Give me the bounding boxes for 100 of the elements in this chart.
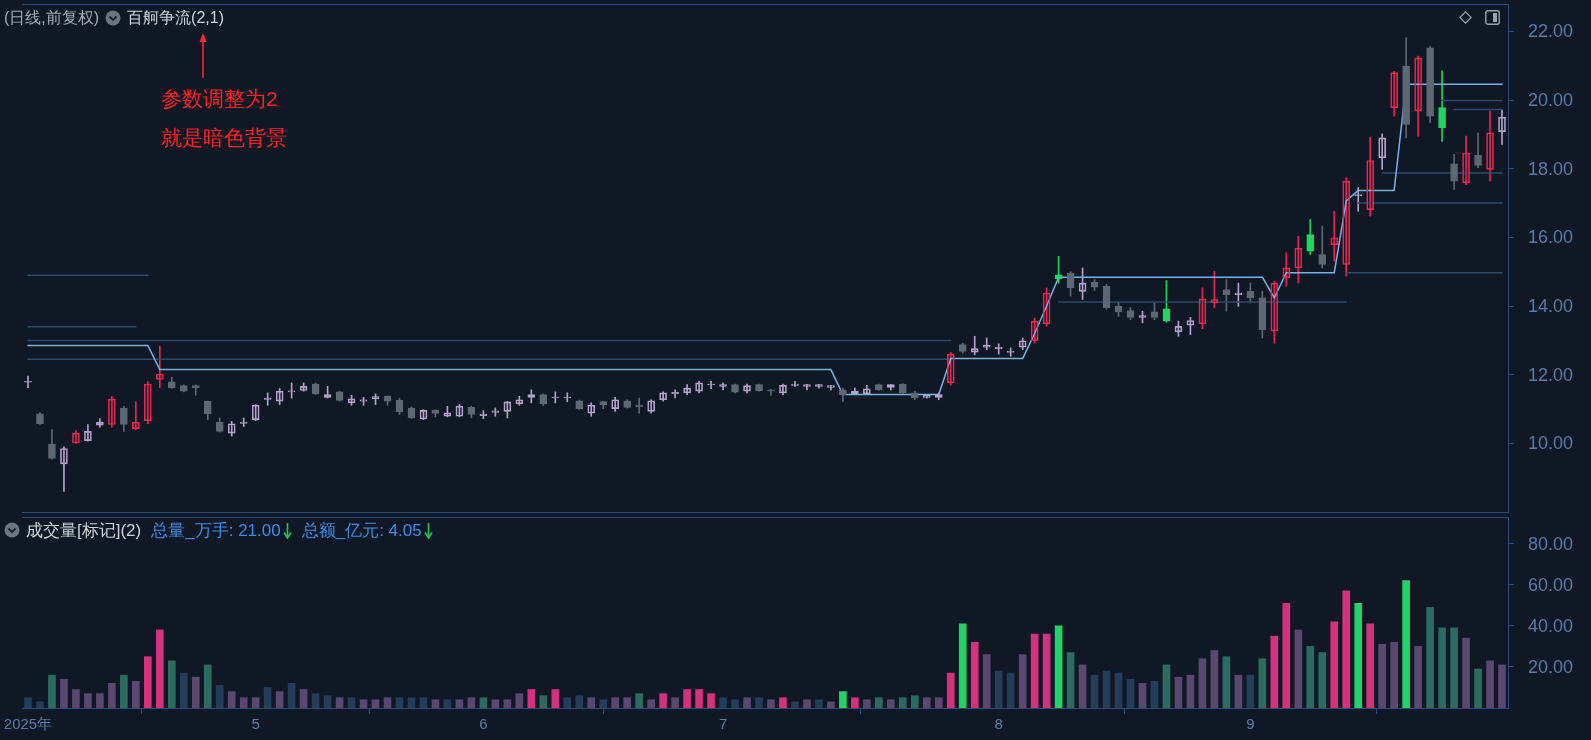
bar bbox=[827, 701, 835, 708]
bar bbox=[767, 699, 775, 708]
bar bbox=[1414, 646, 1422, 708]
bar bbox=[479, 697, 488, 708]
bar bbox=[551, 689, 560, 708]
bar bbox=[755, 697, 763, 708]
bar bbox=[1474, 668, 1482, 708]
x-tick-label: 8 bbox=[994, 715, 1003, 733]
bar bbox=[239, 697, 248, 708]
bar bbox=[1102, 670, 1111, 708]
x-tick-label: 7 bbox=[718, 715, 728, 733]
bar bbox=[395, 697, 404, 708]
bar bbox=[743, 697, 751, 708]
bar bbox=[1378, 644, 1386, 708]
bar bbox=[1342, 590, 1351, 708]
bar bbox=[1402, 580, 1410, 708]
bar bbox=[875, 697, 883, 708]
bar bbox=[1294, 629, 1303, 708]
bar bbox=[1462, 637, 1470, 708]
bar bbox=[1330, 621, 1339, 708]
bar bbox=[815, 699, 823, 708]
chart-title: (日线,前复权) bbox=[4, 7, 100, 28]
bar bbox=[144, 656, 152, 708]
bar bbox=[1186, 674, 1195, 708]
bar bbox=[527, 689, 536, 708]
bar bbox=[791, 701, 799, 708]
bar bbox=[1426, 607, 1434, 708]
annotation: 就是暗色背景 bbox=[161, 125, 288, 149]
y-tick-label: 10.00 bbox=[1528, 433, 1574, 454]
candlestick bbox=[994, 343, 1003, 355]
bar bbox=[299, 689, 308, 708]
annotation: 参数调整为2 bbox=[161, 86, 278, 110]
bar bbox=[623, 697, 632, 708]
bar bbox=[1354, 602, 1363, 708]
x-tick-label: 5 bbox=[251, 715, 260, 733]
bar bbox=[503, 699, 512, 708]
bar bbox=[731, 699, 739, 708]
bar bbox=[863, 699, 871, 708]
bar bbox=[407, 697, 416, 708]
bar bbox=[539, 695, 548, 708]
bar bbox=[383, 697, 392, 708]
bar bbox=[1030, 633, 1039, 708]
bar bbox=[263, 687, 272, 708]
bar bbox=[1270, 635, 1279, 708]
bar bbox=[60, 678, 68, 708]
bar bbox=[910, 695, 919, 708]
bar bbox=[311, 693, 320, 708]
bar bbox=[1210, 650, 1219, 708]
bar bbox=[803, 699, 811, 708]
bar bbox=[1042, 633, 1051, 708]
bar bbox=[1306, 646, 1315, 708]
bar bbox=[1450, 627, 1458, 708]
bar bbox=[48, 674, 56, 708]
bar bbox=[323, 695, 332, 708]
bar bbox=[575, 695, 584, 708]
x-tick-label: 2025年 bbox=[3, 715, 53, 733]
bar bbox=[587, 697, 596, 708]
bar bbox=[419, 697, 428, 708]
bar bbox=[443, 699, 452, 708]
bar bbox=[779, 697, 787, 708]
bar bbox=[946, 672, 955, 708]
y-tick-label: 22.00 bbox=[1528, 21, 1574, 42]
bar bbox=[287, 683, 296, 708]
bar bbox=[1054, 625, 1063, 708]
bar bbox=[1018, 654, 1027, 708]
bar bbox=[431, 699, 440, 708]
bar bbox=[251, 697, 260, 708]
bar bbox=[24, 697, 32, 708]
bar bbox=[1114, 672, 1123, 708]
bar bbox=[359, 699, 368, 708]
bar bbox=[1246, 674, 1255, 708]
bar bbox=[1390, 641, 1398, 708]
bar bbox=[1318, 652, 1327, 708]
bar bbox=[347, 697, 356, 708]
y-tick-label: 16.00 bbox=[1528, 227, 1574, 248]
bar bbox=[1438, 627, 1446, 708]
y-tick-label: 12.00 bbox=[1528, 364, 1574, 385]
bar bbox=[695, 689, 703, 708]
annotation: 总量_万手: 21.00 bbox=[151, 519, 281, 542]
bar bbox=[1498, 664, 1506, 708]
bar bbox=[1366, 623, 1375, 708]
bar bbox=[1198, 658, 1207, 708]
y-tick-label: 14.00 bbox=[1528, 296, 1574, 317]
bar bbox=[839, 691, 847, 708]
bar bbox=[84, 693, 92, 708]
bar bbox=[994, 670, 1003, 708]
y-tick-label: 18.00 bbox=[1528, 158, 1574, 179]
bar bbox=[1258, 658, 1267, 708]
bar bbox=[1150, 680, 1159, 708]
x-tick-label: 9 bbox=[1246, 715, 1255, 733]
bar bbox=[1282, 602, 1291, 708]
bar bbox=[1078, 664, 1087, 708]
y-tick-label: 20.00 bbox=[1528, 90, 1574, 111]
bar bbox=[227, 691, 236, 708]
bar bbox=[647, 699, 655, 708]
bar bbox=[934, 697, 943, 708]
bar bbox=[1066, 652, 1075, 708]
y-tick-label: 40.00 bbox=[1528, 615, 1574, 636]
bar bbox=[215, 685, 224, 708]
bar bbox=[467, 697, 476, 708]
